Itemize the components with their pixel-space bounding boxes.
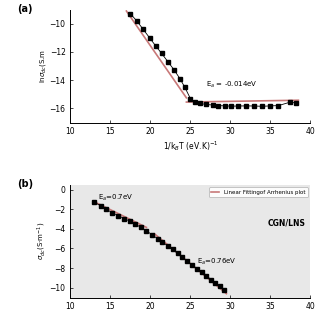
Y-axis label: ln$\sigma_{dc}$(S.m: ln$\sigma_{dc}$(S.m [38,49,48,83]
Text: E$_a$=0.7eV: E$_a$=0.7eV [99,192,134,203]
Text: E$_a$ = -0.014eV: E$_a$ = -0.014eV [206,80,258,91]
Text: (a): (a) [18,4,33,14]
Y-axis label: $\sigma_{dc}$(S·m$^{-1}$): $\sigma_{dc}$(S·m$^{-1}$) [36,222,48,260]
Text: CGN/LNS: CGN/LNS [268,219,306,228]
Legend: Linear Fittingof Arrhenius plot: Linear Fittingof Arrhenius plot [209,188,308,197]
X-axis label: 1/k$_B$T (eV.K)$^{-1}$: 1/k$_B$T (eV.K)$^{-1}$ [163,139,218,153]
Text: (b): (b) [18,179,34,189]
Text: E$_a$=0.76eV: E$_a$=0.76eV [197,257,236,268]
